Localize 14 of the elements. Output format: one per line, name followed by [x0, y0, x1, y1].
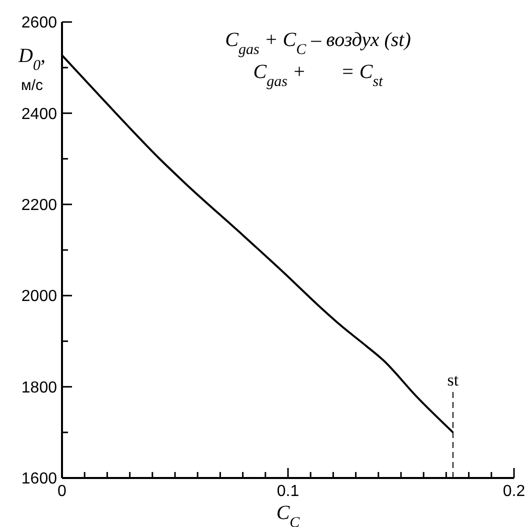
y-tick-label: 2400 — [21, 106, 58, 123]
x-tick-label: 0.1 — [276, 483, 300, 500]
ref-line-label: st — [447, 370, 459, 390]
y-tick-label: 2200 — [21, 197, 58, 214]
y-tick-label: 2600 — [21, 14, 58, 32]
y-tick-label: 1600 — [21, 470, 58, 488]
annotation: C$_{gas}$ + C$_{C}$ – воздух (st) — [225, 29, 412, 58]
x-tick-label: 0 — [58, 483, 67, 500]
x-axis-title: C$_{C}$ — [276, 502, 301, 527]
annotation: C$_{gas}$ + = C$_{st}$ — [253, 61, 384, 90]
y-tick-label: 2000 — [21, 288, 58, 306]
x-tick-label: 0.2 — [502, 483, 526, 500]
y-tick-label: 1800 — [21, 379, 58, 396]
y-axis-title: D$_{0}$, м/с — [18, 45, 46, 94]
